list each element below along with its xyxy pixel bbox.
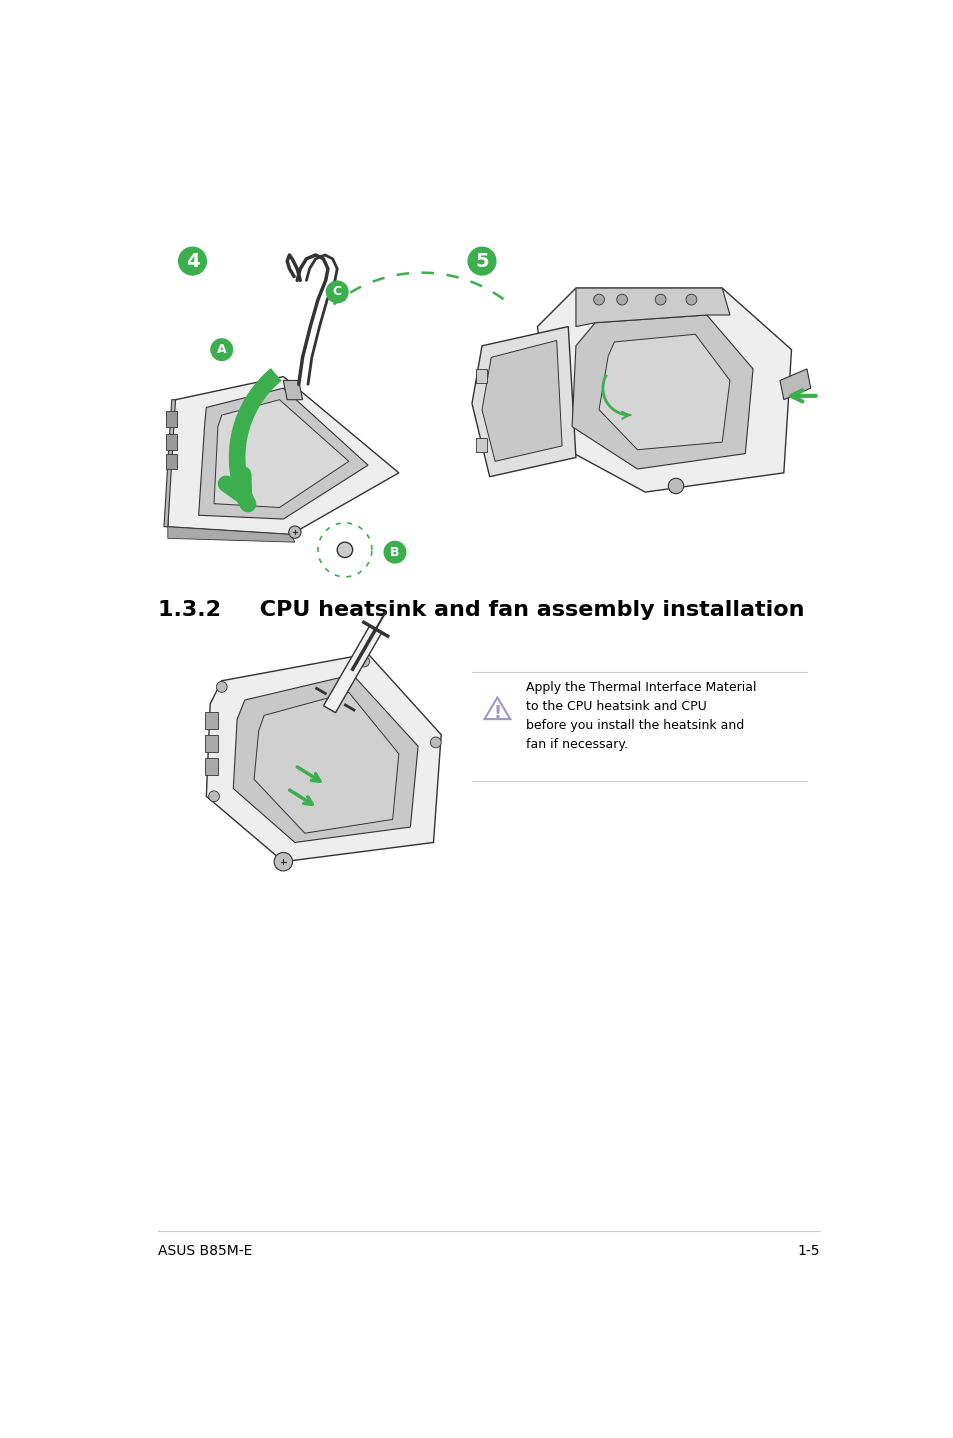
Circle shape <box>178 247 206 275</box>
Text: 1-5: 1-5 <box>797 1244 820 1258</box>
Polygon shape <box>476 370 487 383</box>
Circle shape <box>468 247 496 275</box>
Circle shape <box>384 541 405 562</box>
Text: 4: 4 <box>186 252 199 270</box>
Circle shape <box>289 526 301 538</box>
Polygon shape <box>283 381 302 400</box>
Polygon shape <box>206 654 440 861</box>
Polygon shape <box>168 377 398 535</box>
Polygon shape <box>476 439 487 452</box>
Circle shape <box>358 656 369 667</box>
Polygon shape <box>472 326 576 477</box>
Polygon shape <box>233 674 417 843</box>
Circle shape <box>430 736 440 748</box>
Text: C: C <box>333 285 341 299</box>
Polygon shape <box>780 370 810 400</box>
Polygon shape <box>166 434 177 450</box>
Polygon shape <box>166 411 177 427</box>
Text: Apply the Thermal Interface Material
to the CPU heatsink and CPU
before you inst: Apply the Thermal Interface Material to … <box>525 680 756 751</box>
Polygon shape <box>205 758 217 775</box>
Text: ASUS B85M-E: ASUS B85M-E <box>157 1244 252 1258</box>
Polygon shape <box>576 288 729 326</box>
Text: B: B <box>390 545 399 559</box>
Polygon shape <box>598 334 729 450</box>
Polygon shape <box>572 315 752 469</box>
Circle shape <box>668 479 683 493</box>
Polygon shape <box>168 526 294 542</box>
Polygon shape <box>481 341 561 462</box>
Circle shape <box>209 791 219 801</box>
Polygon shape <box>213 400 349 508</box>
Text: !: ! <box>493 705 501 722</box>
Circle shape <box>216 682 227 692</box>
Circle shape <box>655 295 665 305</box>
Polygon shape <box>164 400 175 526</box>
Polygon shape <box>205 735 217 752</box>
Polygon shape <box>205 712 217 729</box>
Text: 1.3.2     CPU heatsink and fan assembly installation: 1.3.2 CPU heatsink and fan assembly inst… <box>157 600 803 620</box>
Polygon shape <box>537 288 791 492</box>
Polygon shape <box>323 626 381 713</box>
Circle shape <box>593 295 604 305</box>
Circle shape <box>336 542 353 558</box>
Polygon shape <box>253 692 398 833</box>
Polygon shape <box>166 453 177 469</box>
Circle shape <box>211 339 233 361</box>
Polygon shape <box>198 388 368 519</box>
Text: A: A <box>216 344 226 357</box>
Circle shape <box>685 295 696 305</box>
Circle shape <box>274 853 293 871</box>
Circle shape <box>326 282 348 302</box>
Text: 5: 5 <box>475 252 488 270</box>
Circle shape <box>616 295 627 305</box>
